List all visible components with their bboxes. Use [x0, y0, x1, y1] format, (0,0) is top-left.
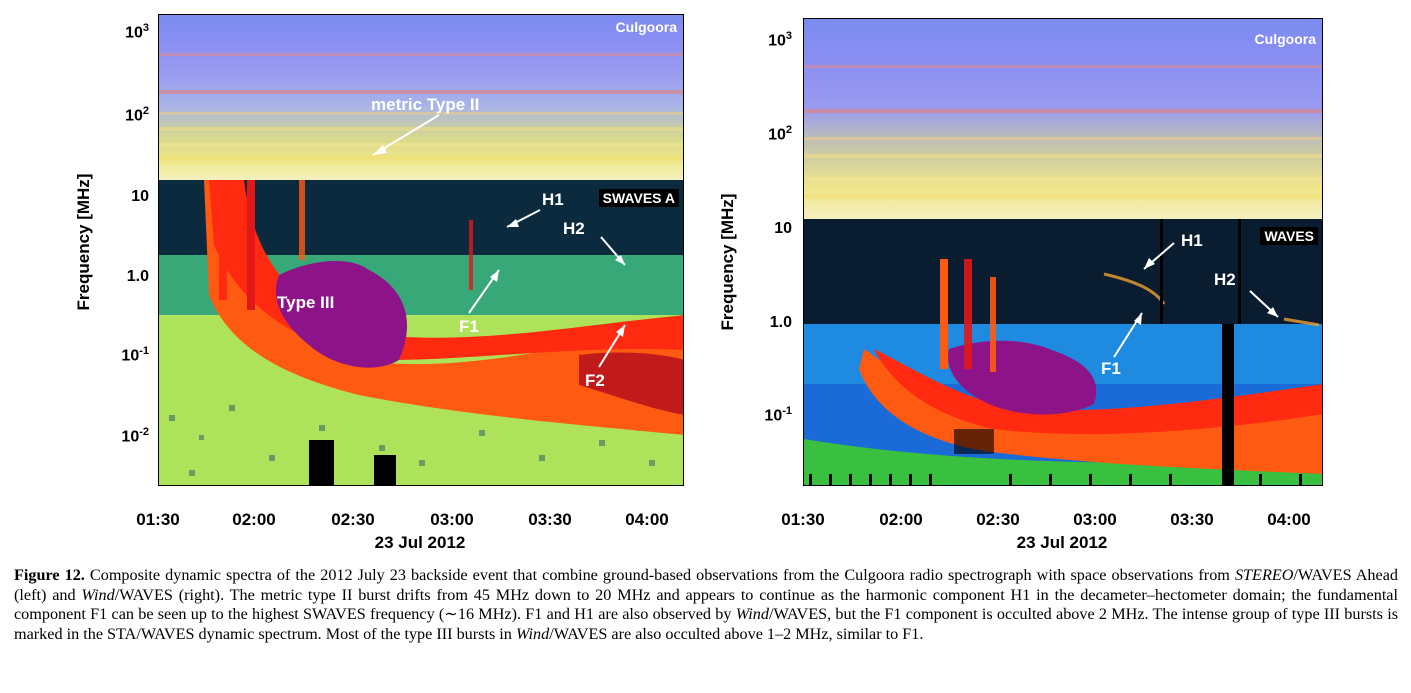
left-xtick-0200: 02:00 [232, 510, 276, 529]
left-annotation-metric-type-ii: metric Type II [371, 95, 480, 114]
left-ytick-1: 1.0 [126, 268, 149, 285]
left-ytick-1000: 103 [125, 22, 149, 42]
left-xtick-0230: 02:30 [331, 510, 375, 529]
right-ytick-1000: 103 [768, 30, 792, 50]
right-xtick-0200: 02:00 [879, 510, 923, 529]
left-annotation-arrows [372, 114, 626, 368]
right-xtick-0300: 03:00 [1073, 510, 1117, 529]
right-culgoora-label: Culgoora [1254, 31, 1316, 47]
left-spectrogram: Culgoora SWAVES A metric Type II H1 H2 T… [158, 14, 684, 486]
right-annotation-arrows [1113, 242, 1279, 358]
left-ytick-10: 10 [131, 188, 149, 205]
right-xtick-0400: 04:00 [1267, 510, 1311, 529]
left-xtick-0400: 04:00 [625, 510, 669, 529]
left-xtick-0330: 03:30 [528, 510, 572, 529]
right-annotation-f1: F1 [1101, 359, 1121, 378]
right-ytick-1: 1.0 [769, 314, 792, 331]
right-xtick-0130: 01:30 [781, 510, 825, 529]
left-annotation-type-iii: Type III [277, 293, 335, 312]
caption-figure-label: Figure 12. [14, 566, 85, 584]
right-ytick-100: 102 [768, 124, 792, 144]
left-annotation-f1: F1 [459, 317, 479, 336]
left-y-axis-label: Frequency [MHz] [74, 173, 93, 311]
figure-caption: Figure 12. Composite dynamic spectra of … [14, 566, 1399, 643]
left-spectrogram-image [159, 15, 683, 485]
right-spectrogram: Culgoora WAVES H1 H2 F1 [803, 18, 1323, 486]
left-annotation-h2: H2 [563, 219, 585, 238]
right-xtick-0230: 02:30 [976, 510, 1020, 529]
right-x-axis-label: 23 Jul 2012 [1016, 533, 1108, 552]
left-swaves-a-label: SWAVES A [598, 189, 679, 207]
right-annotation-h2: H2 [1214, 270, 1236, 289]
right-waves-label: WAVES [1260, 227, 1318, 245]
left-x-axis-label: 23 Jul 2012 [374, 533, 466, 552]
right-ytick-0.1: 10-1 [764, 405, 792, 425]
left-culgoora-label: Culgoora [615, 19, 677, 35]
right-y-axis-label: Frequency [MHz] [718, 193, 737, 331]
right-spectrogram-image [804, 19, 1322, 485]
left-xtick-0300: 03:00 [430, 510, 474, 529]
left-ytick-0.01: 10-2 [121, 426, 149, 446]
left-annotation-h1: H1 [542, 190, 564, 209]
right-annotation-h1: H1 [1181, 231, 1203, 250]
left-xtick-0130: 01:30 [136, 510, 180, 529]
left-ytick-100: 102 [125, 105, 149, 125]
left-ytick-0.1: 10-1 [121, 345, 149, 365]
right-xtick-0330: 03:30 [1170, 510, 1214, 529]
left-annotation-f2: F2 [585, 371, 605, 390]
right-ytick-10: 10 [774, 220, 792, 237]
